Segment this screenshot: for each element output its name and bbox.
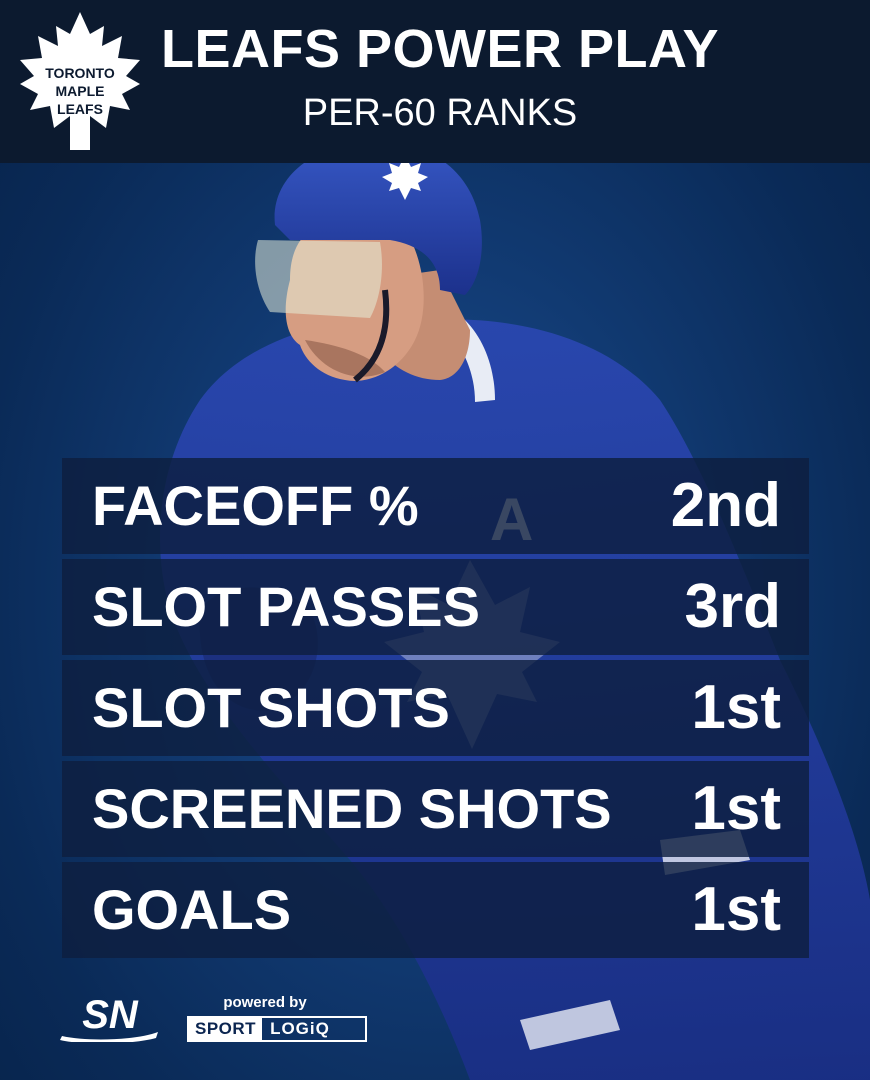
page-title: LEAFS POWER PLAY [160,19,720,79]
stat-label: SLOT PASSES [92,575,480,638]
stat-label: FACEOFF % [92,474,419,537]
stat-row-screened-shots: SCREENED SHOTS 1st [62,761,809,857]
stat-label: SCREENED SHOTS [92,777,612,840]
stats-table: FACEOFF % 2nd SLOT PASSES 3rd SLOT SHOTS… [62,458,809,963]
powered-by-text: powered by [223,994,307,1011]
stat-rank: 1st [691,875,781,944]
sportsnet-logo-icon: SN [60,993,158,1042]
stat-label: SLOT SHOTS [92,676,450,739]
stat-row-slot-shots: SLOT SHOTS 1st [62,660,809,756]
header-bar [0,0,870,163]
svg-text:LEAFS: LEAFS [57,101,103,117]
stat-row-slot-passes: SLOT PASSES 3rd [62,559,809,655]
sponsor-part1: SPORT [189,1018,263,1040]
stat-rank: 3rd [684,572,781,641]
stat-row-faceoff: FACEOFF % 2nd [62,458,809,554]
svg-text:TORONTO: TORONTO [45,65,115,81]
sponsor-part2: LOGiQ [270,1019,330,1038]
maple-leaf-icon: TORONTO MAPLE LEAFS [20,12,140,150]
stat-label: GOALS [92,878,292,941]
page-subtitle: PER-60 RANKS [302,92,578,134]
svg-text:MAPLE: MAPLE [56,83,105,99]
stat-rank: 1st [691,673,781,742]
stat-row-goals: GOALS 1st [62,862,809,958]
sportlogiq-logo: SPORT LOGiQ [187,1016,367,1042]
stat-rank: 2nd [670,471,781,540]
stat-rank: 1st [691,774,781,843]
svg-text:SN: SN [82,993,139,1037]
